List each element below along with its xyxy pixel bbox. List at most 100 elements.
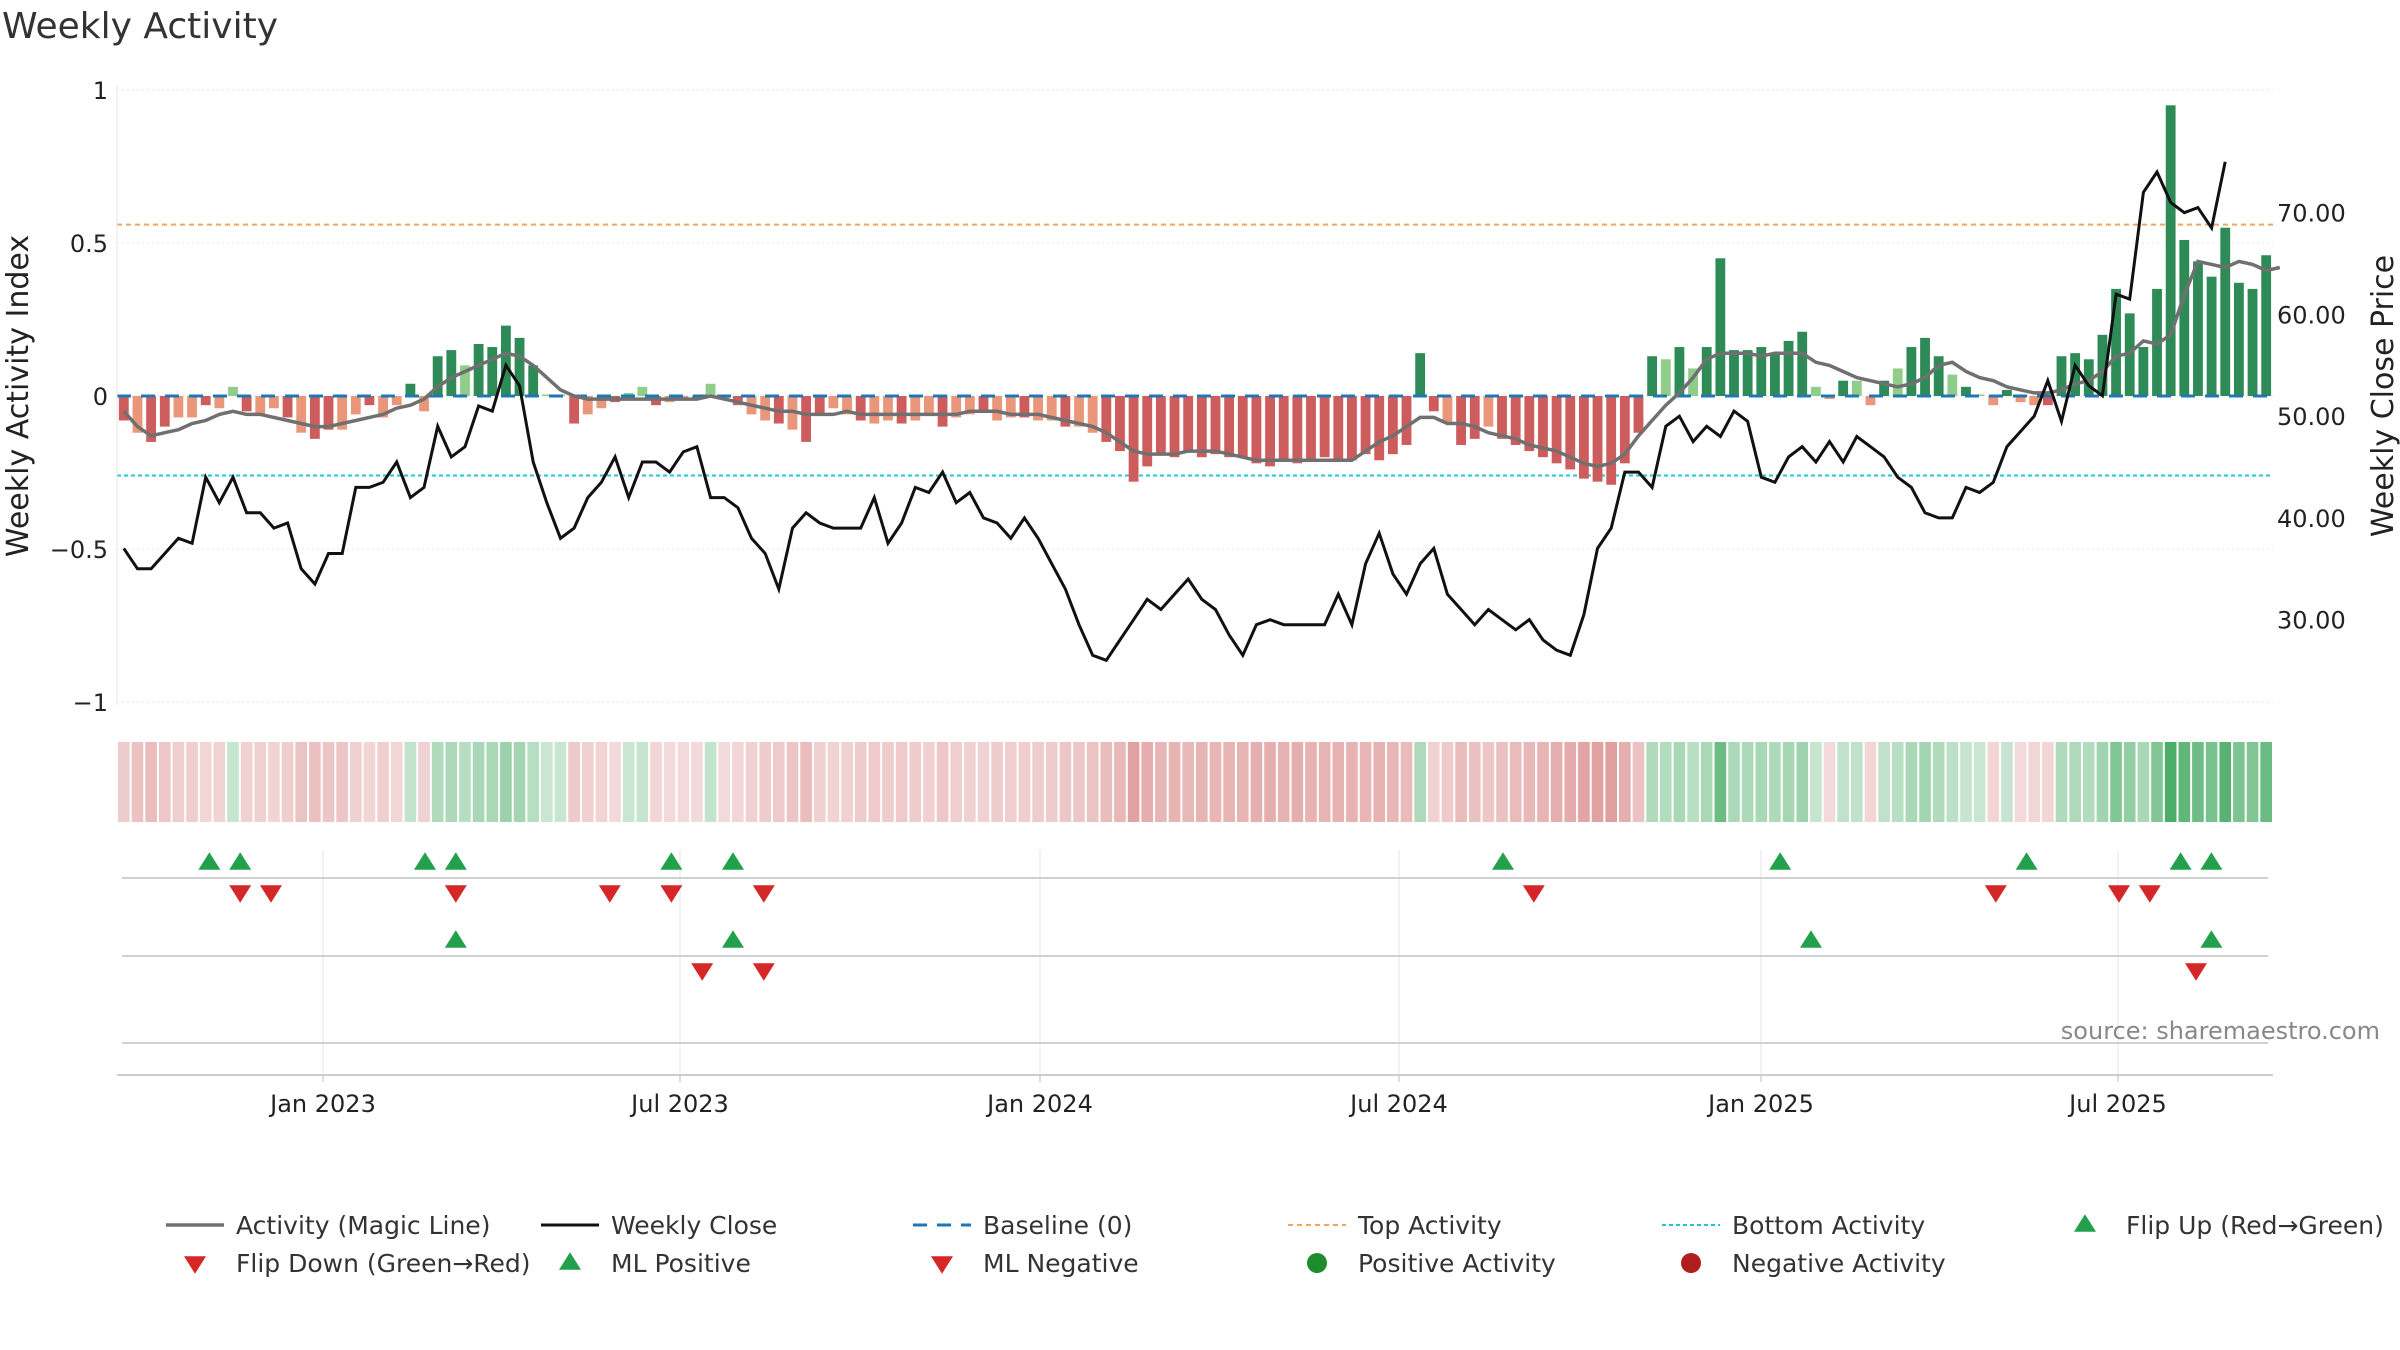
series-lines bbox=[122, 161, 2281, 663]
heat-cell bbox=[281, 742, 294, 822]
activity-bar bbox=[1660, 359, 1671, 396]
activity-bar bbox=[1333, 396, 1344, 461]
activity-bar bbox=[964, 396, 975, 415]
activity-bar bbox=[582, 396, 593, 415]
flip-down-marker bbox=[260, 885, 282, 903]
left-tick-label: −1 bbox=[73, 689, 108, 717]
activity-bar bbox=[910, 396, 921, 421]
activity-bar bbox=[146, 396, 157, 442]
heat-cell bbox=[1714, 742, 1727, 822]
heat-cell bbox=[718, 742, 731, 822]
right-tick-label: 40.00 bbox=[2277, 505, 2346, 533]
heat-cell bbox=[1850, 742, 1863, 822]
heat-cell bbox=[500, 742, 512, 822]
flip-down-marker bbox=[444, 885, 467, 903]
activity-bar bbox=[1606, 396, 1617, 485]
heat-cell bbox=[827, 742, 840, 822]
heat-cell bbox=[145, 742, 157, 822]
heat-cell bbox=[2246, 742, 2259, 822]
activity-bar bbox=[978, 396, 989, 412]
activity-bar bbox=[951, 396, 962, 418]
heat-cell bbox=[459, 742, 471, 822]
activity-bar bbox=[1551, 396, 1562, 464]
activity-bar bbox=[1251, 396, 1262, 464]
x-tick-label: Jul 2023 bbox=[629, 1090, 729, 1118]
flip-up-marker bbox=[2015, 852, 2038, 870]
activity-bar bbox=[337, 396, 348, 430]
activity-bar bbox=[1647, 356, 1658, 396]
activity-bar bbox=[1688, 368, 1698, 396]
activity-bar bbox=[1538, 396, 1548, 458]
heat-cell bbox=[1687, 742, 1699, 822]
activity-bar bbox=[228, 386, 238, 396]
heat-cell bbox=[1441, 742, 1454, 822]
heat-cell bbox=[1414, 742, 1426, 822]
activity-bar bbox=[1770, 353, 1780, 396]
activity-bar bbox=[1742, 350, 1753, 396]
heat-cell bbox=[1987, 742, 2000, 822]
activity-bar bbox=[269, 396, 279, 409]
ml-negative-marker bbox=[752, 963, 775, 981]
activity-bar bbox=[2233, 282, 2244, 396]
activity-bar bbox=[1442, 396, 1453, 424]
activity-bar bbox=[1497, 396, 1507, 439]
weekly-close-line bbox=[122, 161, 2227, 663]
left-tick-label: 0.5 bbox=[70, 230, 108, 258]
heat-cell bbox=[1741, 742, 1754, 822]
heat-cell bbox=[1619, 742, 1631, 822]
flip-down-marker bbox=[229, 885, 252, 903]
heat-cell bbox=[2014, 742, 2027, 822]
activity-bar bbox=[896, 396, 907, 424]
activity-bar bbox=[2193, 261, 2203, 396]
heat-cell bbox=[309, 742, 321, 822]
activity-bar bbox=[1892, 368, 1903, 396]
activity-bar bbox=[1974, 394, 1985, 396]
heat-cell bbox=[1059, 742, 1072, 822]
heat-cell bbox=[1755, 742, 1768, 822]
activity-bar bbox=[1715, 258, 1726, 396]
activity-bar bbox=[528, 365, 539, 396]
x-tick-label: Jan 2023 bbox=[268, 1090, 376, 1118]
activity-bar bbox=[419, 396, 429, 412]
activity-bar bbox=[1169, 396, 1180, 458]
heat-cell bbox=[1960, 742, 1972, 822]
activity-bar bbox=[923, 396, 934, 415]
flip-up-marker bbox=[444, 852, 467, 870]
legend-label: Positive Activity bbox=[1358, 1249, 1556, 1278]
activity-bar bbox=[309, 396, 320, 439]
right-tick-label: 60.00 bbox=[2277, 301, 2346, 329]
heat-cell bbox=[622, 742, 635, 822]
legend-label: ML Positive bbox=[611, 1249, 751, 1278]
heat-cell bbox=[1427, 742, 1440, 822]
heat-cell bbox=[1182, 742, 1194, 822]
heat-cell bbox=[1932, 742, 1945, 822]
magic-line bbox=[122, 259, 2281, 469]
heat-cell bbox=[349, 742, 362, 822]
heat-cell bbox=[568, 742, 580, 822]
heat-cell bbox=[418, 742, 430, 822]
heat-cell bbox=[199, 742, 212, 822]
heat-cell bbox=[909, 742, 922, 822]
heat-cell bbox=[472, 742, 485, 822]
activity-bar bbox=[1347, 396, 1357, 461]
activity-bar bbox=[1783, 340, 1794, 396]
activity-bar bbox=[1578, 396, 1589, 479]
heat-cell bbox=[595, 742, 608, 822]
heat-cell bbox=[964, 742, 976, 822]
heat-cell bbox=[1700, 742, 1713, 822]
activity-bar bbox=[2165, 105, 2176, 397]
heat-cell bbox=[2123, 742, 2136, 822]
activity-bar bbox=[132, 396, 143, 433]
heat-cell bbox=[390, 742, 403, 822]
activity-bar bbox=[2056, 356, 2067, 396]
heat-cell bbox=[1387, 742, 1399, 822]
flip-down-marker bbox=[1984, 885, 2007, 903]
axes: 1 0.5 0 −0.5 −1 70.00 60.00 50.00 40.00 30.00 Week… bbox=[1, 77, 2400, 717]
activity-bar bbox=[364, 396, 375, 406]
activity-bar bbox=[1142, 396, 1153, 467]
x-tick-label: Jul 2024 bbox=[1348, 1090, 1448, 1118]
activity-bar bbox=[855, 396, 866, 421]
activity-bar bbox=[1087, 396, 1098, 433]
heat-cell bbox=[2110, 742, 2122, 822]
activity-bar bbox=[241, 396, 252, 412]
